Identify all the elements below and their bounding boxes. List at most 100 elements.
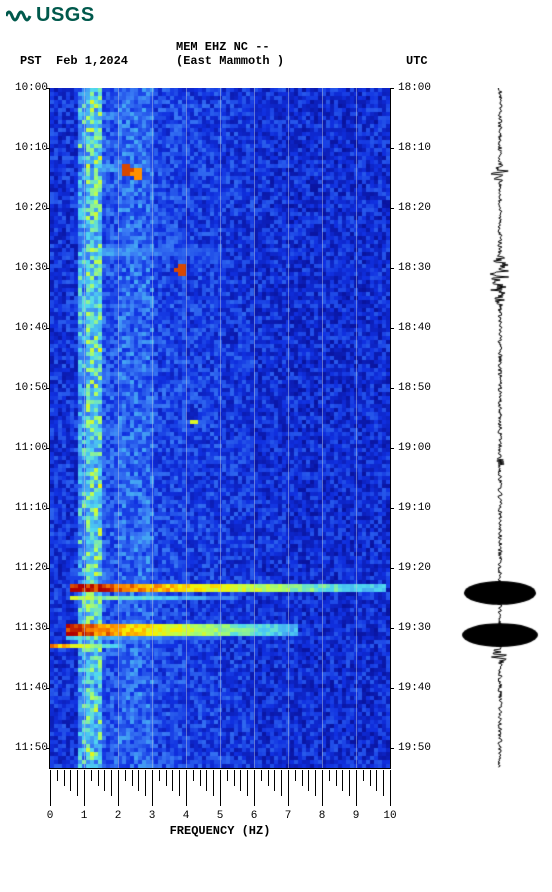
x-minor-tick [240,770,241,791]
x-tick-label: 5 [217,810,224,822]
right-time-tick: 18:10 [398,142,431,154]
tick-mark [390,268,394,269]
x-tick-label: 1 [81,810,88,822]
x-tick [50,770,51,806]
x-tick [186,770,187,806]
x-tick [220,770,221,806]
x-minor-tick [342,770,343,791]
x-minor-tick [200,770,201,786]
x-tick-label: 3 [149,810,156,822]
x-tick [84,770,85,806]
x-tick [152,770,153,806]
header-left-tz: PST [20,54,42,68]
tick-mark [46,88,50,89]
x-tick [254,770,255,806]
x-minor-tick [179,770,180,796]
left-time-tick: 11:50 [4,742,48,754]
x-tick-label: 8 [319,810,326,822]
x-minor-tick [193,770,194,781]
tick-mark [46,208,50,209]
left-time-tick: 11:30 [4,622,48,634]
x-minor-tick [349,770,350,796]
right-time-tick: 18:50 [398,382,431,394]
axis-border-bottom [49,768,391,769]
tick-mark [46,328,50,329]
x-minor-tick [315,770,316,796]
tick-mark [390,328,394,329]
x-minor-tick [281,770,282,796]
x-tick-label: 9 [353,810,360,822]
axis-border-right [390,88,391,768]
tick-mark [390,568,394,569]
header-station: MEM EHZ NC -- [176,40,270,54]
x-minor-tick [227,770,228,781]
x-minor-tick [172,770,173,791]
x-minor-tick [213,770,214,796]
seismogram-trace [460,88,540,768]
x-minor-tick [302,770,303,786]
x-minor-tick [166,770,167,786]
tick-mark [390,508,394,509]
right-time-tick: 18:00 [398,82,431,94]
x-tick [288,770,289,806]
x-tick [390,770,391,806]
x-minor-tick [145,770,146,796]
right-time-tick: 19:50 [398,742,431,754]
x-minor-tick [125,770,126,781]
right-time-tick: 19:30 [398,622,431,634]
tick-mark [46,688,50,689]
tick-mark [46,568,50,569]
tick-mark [390,388,394,389]
x-minor-tick [77,770,78,796]
left-time-tick: 10:30 [4,262,48,274]
tick-mark [46,448,50,449]
x-minor-tick [206,770,207,791]
vgrid-line [322,88,323,768]
tick-mark [46,508,50,509]
right-time-tick: 19:20 [398,562,431,574]
x-tick-label: 0 [47,810,54,822]
tick-mark [46,628,50,629]
x-minor-tick [91,770,92,781]
tick-mark [390,448,394,449]
left-time-tick: 11:20 [4,562,48,574]
x-minor-tick [98,770,99,786]
x-minor-tick [268,770,269,786]
x-minor-tick [261,770,262,781]
vgrid-line [220,88,221,768]
usgs-logo-text: USGS [36,4,95,27]
x-tick-label: 6 [251,810,258,822]
x-minor-tick [274,770,275,791]
x-minor-tick [64,770,65,786]
left-time-tick: 10:20 [4,202,48,214]
tick-mark [390,748,394,749]
x-minor-tick [336,770,337,786]
x-minor-tick [57,770,58,781]
x-tick-label: 2 [115,810,122,822]
left-time-tick: 10:10 [4,142,48,154]
usgs-wave-icon [6,6,32,26]
right-time-tick: 19:00 [398,442,431,454]
vgrid-line [288,88,289,768]
right-time-tick: 18:40 [398,322,431,334]
tick-mark [390,208,394,209]
right-time-tick: 19:40 [398,682,431,694]
x-minor-tick [234,770,235,786]
x-tick-label: 4 [183,810,190,822]
x-minor-tick [247,770,248,796]
x-minor-tick [159,770,160,781]
x-tick-label: 7 [285,810,292,822]
tick-mark [390,688,394,689]
x-tick [356,770,357,806]
left-time-tick: 10:00 [4,82,48,94]
x-minor-tick [138,770,139,791]
tick-mark [46,748,50,749]
left-time-tick: 11:10 [4,502,48,514]
x-axis: 012345678910 FREQUENCY (HZ) [50,770,390,840]
vgrid-line [186,88,187,768]
tick-mark [46,148,50,149]
usgs-logo: USGS [6,4,95,27]
x-minor-tick [376,770,377,791]
tick-mark [46,388,50,389]
vgrid-line [118,88,119,768]
